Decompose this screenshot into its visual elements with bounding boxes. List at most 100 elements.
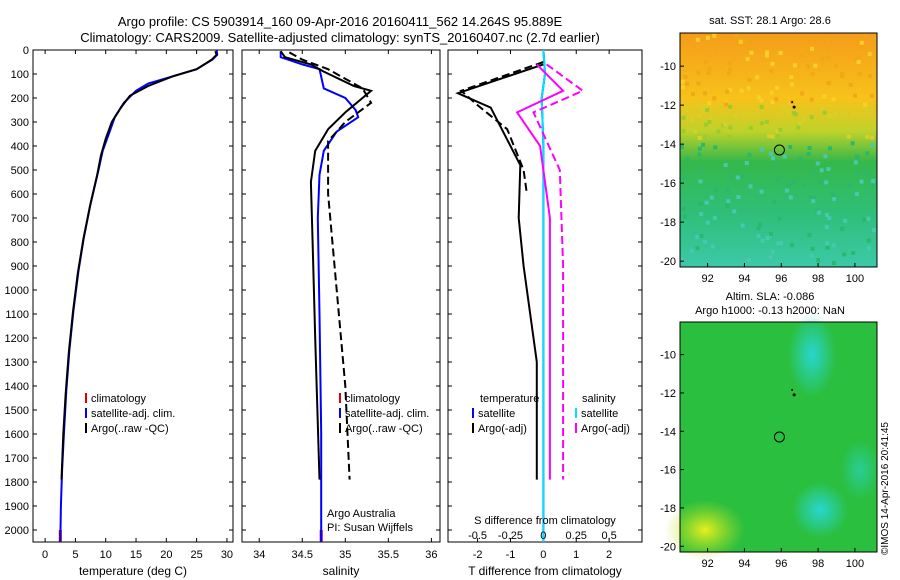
series-line-t-argo-adj- xyxy=(459,61,544,195)
sst-pixel xyxy=(868,73,873,78)
sst-pixel xyxy=(703,122,708,127)
copyright-credit: ©IMOS 14-Apr-2016 20:41:45 xyxy=(880,422,891,555)
sst-pixel xyxy=(855,170,860,175)
sst-pixel xyxy=(697,152,702,157)
x-tick-label: 34 xyxy=(253,549,265,561)
sst-pixel xyxy=(707,119,712,124)
series-line-t-argo xyxy=(455,63,544,480)
map-y-tick-label: -18 xyxy=(660,503,676,515)
x-tick-label: 30 xyxy=(221,549,233,561)
x-tick-label: 2 xyxy=(606,549,612,561)
sst-pixel xyxy=(822,94,827,99)
sst-pixel xyxy=(784,188,789,193)
sst-pixel xyxy=(747,152,752,157)
y-tick-label: 1900 xyxy=(5,501,29,513)
sst-pixel xyxy=(810,46,815,51)
sst-pixel xyxy=(727,134,732,139)
sst-pixel xyxy=(790,243,794,248)
sst-pixel xyxy=(775,134,780,139)
sst-pixel xyxy=(828,146,832,151)
sst-pixel xyxy=(685,81,690,86)
sst-pixel xyxy=(713,188,718,192)
sst-pixel xyxy=(809,254,814,258)
sst-pixel xyxy=(756,95,761,100)
sst-pixel xyxy=(846,134,851,139)
sst-pixel xyxy=(728,104,733,109)
sst-pixel xyxy=(797,121,802,126)
y-tick-label: 300 xyxy=(11,117,29,129)
y-tick-label: 1000 xyxy=(5,285,29,297)
sst-pixel xyxy=(684,107,689,112)
sst-pixel xyxy=(695,246,700,250)
sst-pixel xyxy=(697,114,702,119)
sst-pixel xyxy=(705,35,710,40)
sst-pixel xyxy=(867,52,872,57)
argo-position-marker xyxy=(773,144,785,156)
map-y-tick-label: -16 xyxy=(660,465,676,477)
sst-pixel xyxy=(810,71,815,76)
sst-pixel xyxy=(824,180,829,185)
series-line-argo xyxy=(60,50,218,480)
x-axis-label: temperature (deg C) xyxy=(79,564,187,578)
sst-pixel xyxy=(728,125,733,130)
sst-pixel xyxy=(857,55,862,60)
sst-pixel xyxy=(738,39,743,44)
map-x-tick-label: 94 xyxy=(738,558,750,570)
sst-pixel xyxy=(816,258,821,263)
sst-pixel xyxy=(724,102,729,107)
y-tick-label: 0 xyxy=(23,45,29,57)
x-axis-label: salinity xyxy=(323,564,360,578)
sla-map-panel: 92 94 96 98 100 -10 -12 -14 -16 -18 -20 xyxy=(660,313,880,570)
sst-pixel xyxy=(832,197,837,201)
map-y-tick-label: -14 xyxy=(660,426,676,438)
sst-pixel xyxy=(708,115,713,120)
sst-pixel xyxy=(825,245,830,250)
sla-anomaly-high xyxy=(792,482,848,538)
sst-pixel xyxy=(765,50,769,55)
map-frame xyxy=(679,32,878,268)
sst-pixel xyxy=(818,180,823,184)
x-tick-label: 5 xyxy=(72,549,78,561)
figure-title-line2: Climatology: CARS2009. Satellite-adjuste… xyxy=(80,30,600,45)
sst-pixel xyxy=(696,48,700,53)
sst-pixel xyxy=(698,168,703,173)
series-line-s-argo-adj- xyxy=(532,63,585,480)
sst-pixel xyxy=(866,216,871,221)
sst-pixel xyxy=(806,64,810,69)
sla-anomaly-yellow xyxy=(665,500,745,560)
sst-pixel xyxy=(704,200,709,205)
sst-pixel xyxy=(747,78,752,83)
sst-pixel xyxy=(787,183,792,187)
sst-pixel xyxy=(703,60,708,65)
sst-pixel xyxy=(872,36,877,41)
sst-pixel xyxy=(774,97,779,102)
y-tick-label: 500 xyxy=(11,165,29,177)
sst-pixel xyxy=(859,179,864,184)
x-tick-label: -1 xyxy=(506,549,516,561)
sst-pixel xyxy=(727,61,732,66)
sst-pixel xyxy=(771,199,776,204)
sst-pixel xyxy=(768,151,773,156)
sst-pixel xyxy=(808,195,813,199)
map-x-tick-label: 98 xyxy=(812,558,824,570)
map-x-tick-label: 100 xyxy=(846,558,864,570)
series-line-satellite-adj-clim- xyxy=(59,49,219,543)
sst-pixel xyxy=(701,108,706,113)
sst-pixel xyxy=(770,61,775,66)
sst-pixel xyxy=(824,213,829,217)
sst-pixel xyxy=(703,104,708,109)
legend-label: Argo(-adj) xyxy=(581,423,630,435)
legend-label: satellite-adj. clim. xyxy=(91,408,175,420)
sst-pixel xyxy=(871,179,876,184)
sst-pixel xyxy=(768,255,773,260)
sst-pixel xyxy=(863,102,868,107)
sst-pixel xyxy=(767,134,771,138)
sst-pixel xyxy=(728,67,733,72)
sst-pixel xyxy=(809,97,814,102)
x-axis-label: T difference from climatology xyxy=(468,564,622,578)
sst-pixel xyxy=(788,195,793,200)
sst-pixel xyxy=(707,101,712,106)
sst-pixel xyxy=(833,111,838,116)
sst-pixel xyxy=(699,234,704,238)
sst-pixel xyxy=(870,135,875,140)
